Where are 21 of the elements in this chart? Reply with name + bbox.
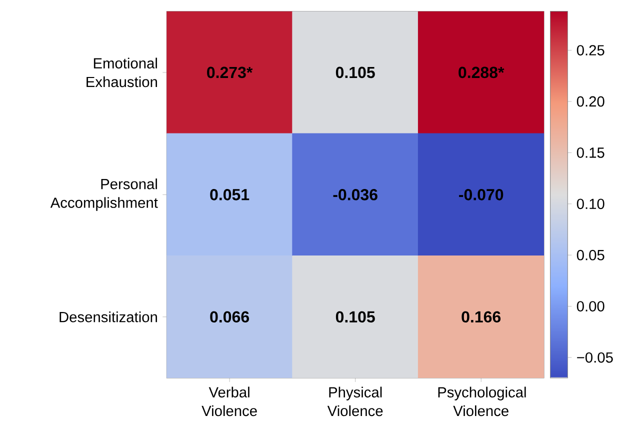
x-tick-label: Psychological Violence	[438, 386, 526, 416]
color-bar-label: 0.00	[576, 301, 604, 312]
color-bar-label: −0.05	[577, 352, 613, 363]
data-label: -0.070	[459, 189, 504, 200]
x-tick-label: Physical Violence	[327, 386, 383, 416]
color-bar-label: 0.05	[576, 250, 604, 260]
y-tick-label: Desensitization	[60, 312, 157, 322]
data-label: 0.166	[462, 311, 501, 323]
data-label: -0.036	[333, 188, 378, 200]
color-bar-label: 0.15	[576, 147, 604, 158]
color-bar-label: 0.10	[576, 198, 604, 210]
data-label: 0.105	[336, 66, 375, 78]
data-label: 0.273*	[207, 66, 253, 78]
data-label: 0.288*	[458, 66, 504, 78]
data-label: 0.066	[210, 311, 249, 323]
data-label: 0.051	[210, 189, 250, 200]
color-bar-label: 0.20	[576, 96, 604, 107]
color-bar-label: 0.25	[576, 45, 604, 56]
x-tick-label: Verbal Violence	[202, 386, 257, 416]
y-tick-label: Emotional Exhaustion	[86, 58, 157, 88]
y-tick-label: Personal Accomplishment	[50, 178, 158, 211]
